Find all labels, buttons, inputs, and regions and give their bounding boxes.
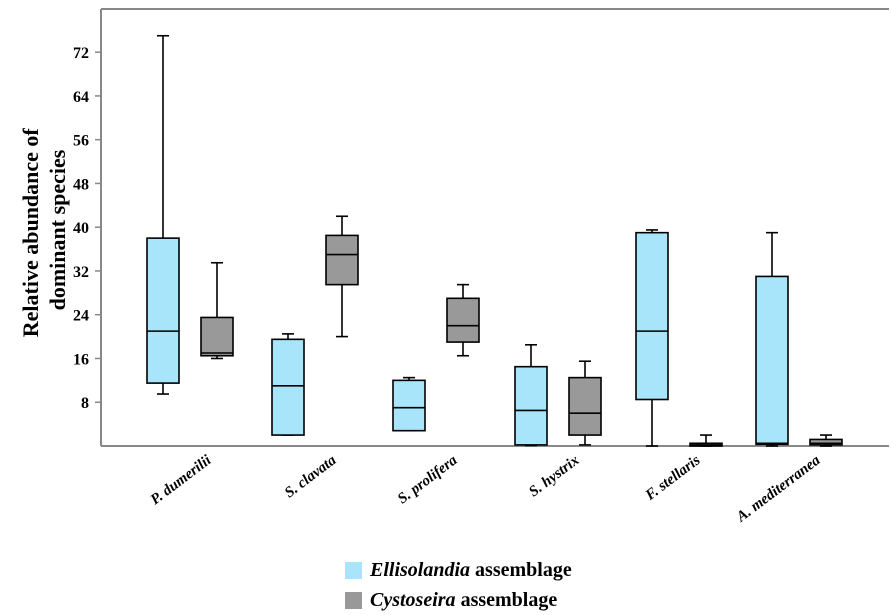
legend-item-cystoseira: Cystoseira assemblage	[345, 585, 572, 615]
y-tick-label: 8	[81, 395, 89, 412]
box-cystoseira-0	[200, 261, 234, 360]
y-axis-label: Relative abundance of dominant species	[18, 123, 70, 338]
box-iqr	[392, 379, 426, 432]
y-tick-label: 40	[73, 220, 89, 237]
y-tick-label: 32	[73, 264, 89, 281]
legend-label-ellisolandia: Ellisolandia assemblage	[370, 558, 572, 581]
box-ellisolandia-1	[271, 333, 305, 436]
x-tick-label: S. prolifera	[395, 452, 461, 507]
y-tick-label: 48	[73, 176, 89, 193]
legend-swatch-ellisolandia	[345, 561, 362, 579]
legend: Ellisolandia assemblage Cystoseira assem…	[345, 555, 572, 615]
box-ellisolandia-0	[146, 34, 180, 395]
box-iqr	[146, 237, 180, 384]
x-tick-label: S. hystrix	[526, 452, 583, 500]
legend-label-cystoseira: Cystoseira assemblage	[370, 588, 558, 611]
x-tick-label: P. dumerilii	[148, 452, 215, 508]
box-iqr	[200, 316, 234, 357]
axes: 8 16 24 32 40 48 56 64 72	[73, 8, 889, 447]
y-tick-label: 64	[73, 89, 89, 106]
box-iqr	[325, 234, 359, 286]
box-cystoseira-2	[446, 283, 480, 357]
y-tick-label: 16	[73, 351, 89, 368]
x-tick-label: F. stellaris	[642, 452, 704, 504]
box-iqr	[755, 275, 789, 446]
box-ellisolandia-5	[755, 231, 789, 447]
x-tick-label: S. clavata	[282, 452, 340, 501]
boxes	[146, 34, 843, 447]
box-ellisolandia-4	[635, 229, 669, 447]
box-ellisolandia-2	[392, 376, 426, 432]
legend-swatch-cystoseira	[345, 591, 362, 609]
box-ellisolandia-3	[514, 344, 548, 447]
box-iqr	[809, 438, 843, 446]
box-iqr	[271, 338, 305, 436]
y-tick-label: 72	[73, 45, 89, 62]
box-iqr	[446, 297, 480, 343]
x-tick-label: A. mediterranea	[733, 452, 824, 526]
box-cystoseira-5	[809, 434, 843, 447]
y-tick-label: 24	[73, 308, 89, 325]
box-cystoseira-4	[689, 434, 723, 447]
box-cystoseira-1	[325, 215, 359, 338]
y-tick-label: 56	[73, 133, 89, 150]
legend-item-ellisolandia: Ellisolandia assemblage	[345, 555, 572, 585]
box-cystoseira-3	[568, 360, 602, 446]
y-axis-label-line-1: Relative abundance of	[18, 128, 43, 338]
box-iqr	[568, 376, 602, 436]
box-iqr	[514, 365, 548, 446]
x-tick-labels: P. dumerilii S. clavata S. prolifera S. hys…	[148, 452, 824, 526]
box-iqr	[635, 231, 669, 401]
y-axis-label-line-2: dominant species	[45, 149, 70, 310]
